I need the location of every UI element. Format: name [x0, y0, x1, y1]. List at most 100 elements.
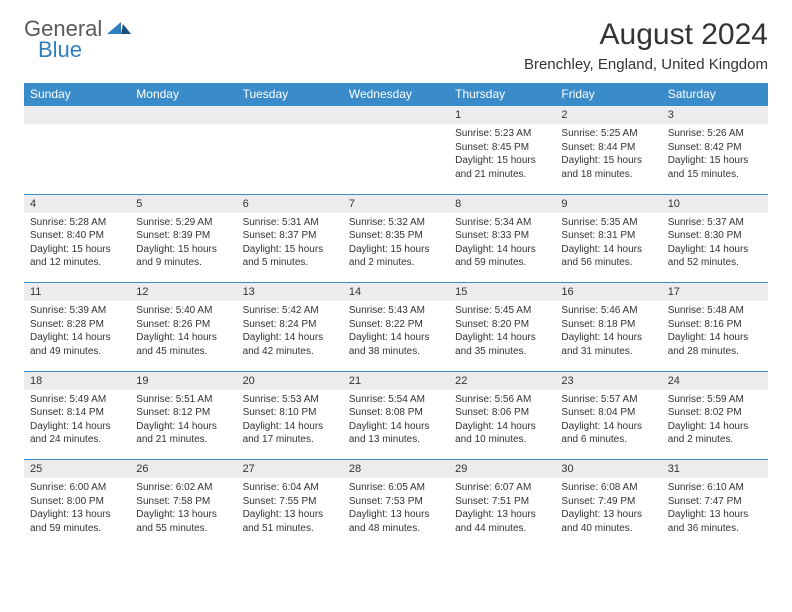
day-details: Sunrise: 5:59 AMSunset: 8:02 PMDaylight:…: [662, 390, 768, 453]
day-number-cell: 13: [237, 283, 343, 302]
sunset-text: Sunset: 7:47 PM: [668, 495, 762, 509]
sunrise-text: Sunrise: 5:43 AM: [349, 304, 443, 318]
daylight-text: Daylight: 13 hours and 36 minutes.: [668, 508, 762, 535]
day-details: Sunrise: 6:00 AMSunset: 8:00 PMDaylight:…: [24, 478, 130, 541]
day-number-cell: 12: [130, 283, 236, 302]
day-details-cell: Sunrise: 5:56 AMSunset: 8:06 PMDaylight:…: [449, 390, 555, 460]
day-number-cell: [24, 106, 130, 125]
sunrise-text: Sunrise: 5:51 AM: [136, 393, 230, 407]
day-details-cell: Sunrise: 5:26 AMSunset: 8:42 PMDaylight:…: [662, 124, 768, 194]
sunset-text: Sunset: 8:31 PM: [561, 229, 655, 243]
day-details-cell: Sunrise: 5:29 AMSunset: 8:39 PMDaylight:…: [130, 213, 236, 283]
day-details: Sunrise: 6:05 AMSunset: 7:53 PMDaylight:…: [343, 478, 449, 541]
sunset-text: Sunset: 8:14 PM: [30, 406, 124, 420]
daylight-text: Daylight: 15 hours and 12 minutes.: [30, 243, 124, 270]
daylight-text: Daylight: 14 hours and 31 minutes.: [561, 331, 655, 358]
sunrise-text: Sunrise: 5:26 AM: [668, 127, 762, 141]
day-number-cell: 17: [662, 283, 768, 302]
sunrise-text: Sunrise: 5:42 AM: [243, 304, 337, 318]
weekday-header: Thursday: [449, 83, 555, 106]
sunset-text: Sunset: 8:22 PM: [349, 318, 443, 332]
day-details: Sunrise: 5:26 AMSunset: 8:42 PMDaylight:…: [662, 124, 768, 187]
details-row: Sunrise: 5:28 AMSunset: 8:40 PMDaylight:…: [24, 213, 768, 283]
day-number-cell: 4: [24, 194, 130, 213]
day-number-cell: 20: [237, 371, 343, 390]
day-details-cell: [24, 124, 130, 194]
daynum-row: 18192021222324: [24, 371, 768, 390]
daylight-text: Daylight: 14 hours and 2 minutes.: [668, 420, 762, 447]
sunrise-text: Sunrise: 5:37 AM: [668, 216, 762, 230]
day-details: Sunrise: 5:45 AMSunset: 8:20 PMDaylight:…: [449, 301, 555, 364]
day-number-cell: 15: [449, 283, 555, 302]
day-number-cell: 10: [662, 194, 768, 213]
day-details: Sunrise: 5:49 AMSunset: 8:14 PMDaylight:…: [24, 390, 130, 453]
sunset-text: Sunset: 7:53 PM: [349, 495, 443, 509]
daynum-row: 11121314151617: [24, 283, 768, 302]
sunrise-text: Sunrise: 5:56 AM: [455, 393, 549, 407]
sunrise-text: Sunrise: 6:07 AM: [455, 481, 549, 495]
daylight-text: Daylight: 13 hours and 44 minutes.: [455, 508, 549, 535]
sunrise-text: Sunrise: 6:10 AM: [668, 481, 762, 495]
day-details: Sunrise: 5:46 AMSunset: 8:18 PMDaylight:…: [555, 301, 661, 364]
weekday-header: Wednesday: [343, 83, 449, 106]
day-number-cell: 2: [555, 106, 661, 125]
day-details-cell: Sunrise: 6:04 AMSunset: 7:55 PMDaylight:…: [237, 478, 343, 548]
header: General Blue August 2024 Brenchley, Engl…: [24, 18, 768, 73]
daylight-text: Daylight: 15 hours and 2 minutes.: [349, 243, 443, 270]
daylight-text: Daylight: 14 hours and 42 minutes.: [243, 331, 337, 358]
sunset-text: Sunset: 8:40 PM: [30, 229, 124, 243]
details-row: Sunrise: 5:23 AMSunset: 8:45 PMDaylight:…: [24, 124, 768, 194]
sunset-text: Sunset: 8:37 PM: [243, 229, 337, 243]
sunset-text: Sunset: 8:30 PM: [668, 229, 762, 243]
day-details: Sunrise: 5:39 AMSunset: 8:28 PMDaylight:…: [24, 301, 130, 364]
month-title: August 2024: [524, 18, 768, 52]
details-row: Sunrise: 6:00 AMSunset: 8:00 PMDaylight:…: [24, 478, 768, 548]
day-details: Sunrise: 5:56 AMSunset: 8:06 PMDaylight:…: [449, 390, 555, 453]
logo-word2: Blue: [38, 39, 131, 61]
day-details: Sunrise: 5:51 AMSunset: 8:12 PMDaylight:…: [130, 390, 236, 453]
day-details: Sunrise: 5:54 AMSunset: 8:08 PMDaylight:…: [343, 390, 449, 453]
sunrise-text: Sunrise: 5:45 AM: [455, 304, 549, 318]
daylight-text: Daylight: 14 hours and 56 minutes.: [561, 243, 655, 270]
sunset-text: Sunset: 7:51 PM: [455, 495, 549, 509]
day-details-cell: Sunrise: 5:28 AMSunset: 8:40 PMDaylight:…: [24, 213, 130, 283]
sunrise-text: Sunrise: 5:29 AM: [136, 216, 230, 230]
sunrise-text: Sunrise: 6:05 AM: [349, 481, 443, 495]
day-details-cell: Sunrise: 5:35 AMSunset: 8:31 PMDaylight:…: [555, 213, 661, 283]
weekday-header-row: SundayMondayTuesdayWednesdayThursdayFrid…: [24, 83, 768, 106]
sunset-text: Sunset: 8:00 PM: [30, 495, 124, 509]
day-details-cell: Sunrise: 6:02 AMSunset: 7:58 PMDaylight:…: [130, 478, 236, 548]
day-details-cell: Sunrise: 5:34 AMSunset: 8:33 PMDaylight:…: [449, 213, 555, 283]
weekday-header: Tuesday: [237, 83, 343, 106]
daylight-text: Daylight: 14 hours and 35 minutes.: [455, 331, 549, 358]
logo-mark-icon: [107, 23, 131, 40]
day-details: Sunrise: 6:02 AMSunset: 7:58 PMDaylight:…: [130, 478, 236, 541]
day-details-cell: Sunrise: 6:08 AMSunset: 7:49 PMDaylight:…: [555, 478, 661, 548]
weekday-header: Sunday: [24, 83, 130, 106]
day-details: Sunrise: 6:08 AMSunset: 7:49 PMDaylight:…: [555, 478, 661, 541]
day-details-cell: Sunrise: 5:46 AMSunset: 8:18 PMDaylight:…: [555, 301, 661, 371]
weekday-header: Monday: [130, 83, 236, 106]
day-details-cell: Sunrise: 5:37 AMSunset: 8:30 PMDaylight:…: [662, 213, 768, 283]
sunset-text: Sunset: 8:35 PM: [349, 229, 443, 243]
day-details: Sunrise: 5:23 AMSunset: 8:45 PMDaylight:…: [449, 124, 555, 187]
sunset-text: Sunset: 8:08 PM: [349, 406, 443, 420]
sunrise-text: Sunrise: 6:02 AM: [136, 481, 230, 495]
day-number-cell: 3: [662, 106, 768, 125]
weekday-header: Friday: [555, 83, 661, 106]
daylight-text: Daylight: 14 hours and 38 minutes.: [349, 331, 443, 358]
calendar-page: General Blue August 2024 Brenchley, Engl…: [0, 0, 792, 612]
sunrise-text: Sunrise: 5:40 AM: [136, 304, 230, 318]
day-details: Sunrise: 5:29 AMSunset: 8:39 PMDaylight:…: [130, 213, 236, 276]
day-number-cell: [237, 106, 343, 125]
day-details-cell: Sunrise: 5:32 AMSunset: 8:35 PMDaylight:…: [343, 213, 449, 283]
day-details-cell: Sunrise: 6:00 AMSunset: 8:00 PMDaylight:…: [24, 478, 130, 548]
day-number-cell: 28: [343, 460, 449, 479]
daylight-text: Daylight: 14 hours and 49 minutes.: [30, 331, 124, 358]
day-details-cell: Sunrise: 5:43 AMSunset: 8:22 PMDaylight:…: [343, 301, 449, 371]
daynum-row: 123: [24, 106, 768, 125]
sunset-text: Sunset: 8:26 PM: [136, 318, 230, 332]
day-details-cell: Sunrise: 5:51 AMSunset: 8:12 PMDaylight:…: [130, 390, 236, 460]
day-details-cell: Sunrise: 5:48 AMSunset: 8:16 PMDaylight:…: [662, 301, 768, 371]
details-row: Sunrise: 5:39 AMSunset: 8:28 PMDaylight:…: [24, 301, 768, 371]
